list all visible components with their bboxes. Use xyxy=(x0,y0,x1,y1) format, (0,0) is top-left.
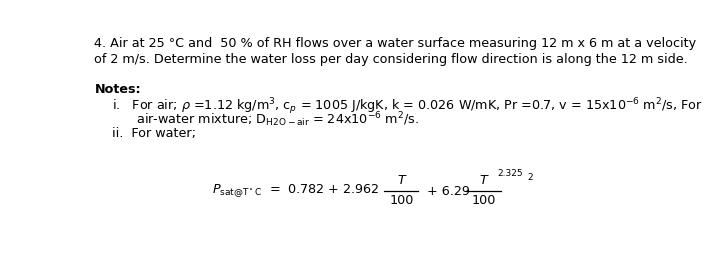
Text: T: T xyxy=(397,174,405,187)
Text: air-water mixture; D$_{\rm H2O-air}$ = 24x10$^{-6}$ m$^2$/s.: air-water mixture; D$_{\rm H2O-air}$ = 2… xyxy=(112,110,419,129)
Text: 2: 2 xyxy=(527,173,532,182)
Text: ii.  For water;: ii. For water; xyxy=(112,127,196,140)
Text: 2.325: 2.325 xyxy=(498,169,523,178)
Text: 100: 100 xyxy=(389,194,414,207)
Text: Notes:: Notes: xyxy=(95,83,141,96)
Text: T: T xyxy=(479,174,487,187)
Text: 100: 100 xyxy=(472,194,496,207)
Text: + 6.29: + 6.29 xyxy=(423,185,470,198)
Text: i.   For air; $\rho$ =1.12 kg/m$^3$, c$_p$ = 1005 J/kgK, k = 0.026 W/mK, Pr =0.7: i. For air; $\rho$ =1.12 kg/m$^3$, c$_p$… xyxy=(112,97,702,117)
Text: of 2 m/s. Determine the water loss per day considering flow direction is along t: of 2 m/s. Determine the water loss per d… xyxy=(95,53,688,66)
Text: $P_{\rm sat@T^\circ C}$  =  0.782 + 2.962: $P_{\rm sat@T^\circ C}$ = 0.782 + 2.962 xyxy=(213,183,380,200)
Text: 4. Air at 25 °C and  50 % of RH flows over a water surface measuring 12 m x 6 m : 4. Air at 25 °C and 50 % of RH flows ove… xyxy=(95,37,697,50)
